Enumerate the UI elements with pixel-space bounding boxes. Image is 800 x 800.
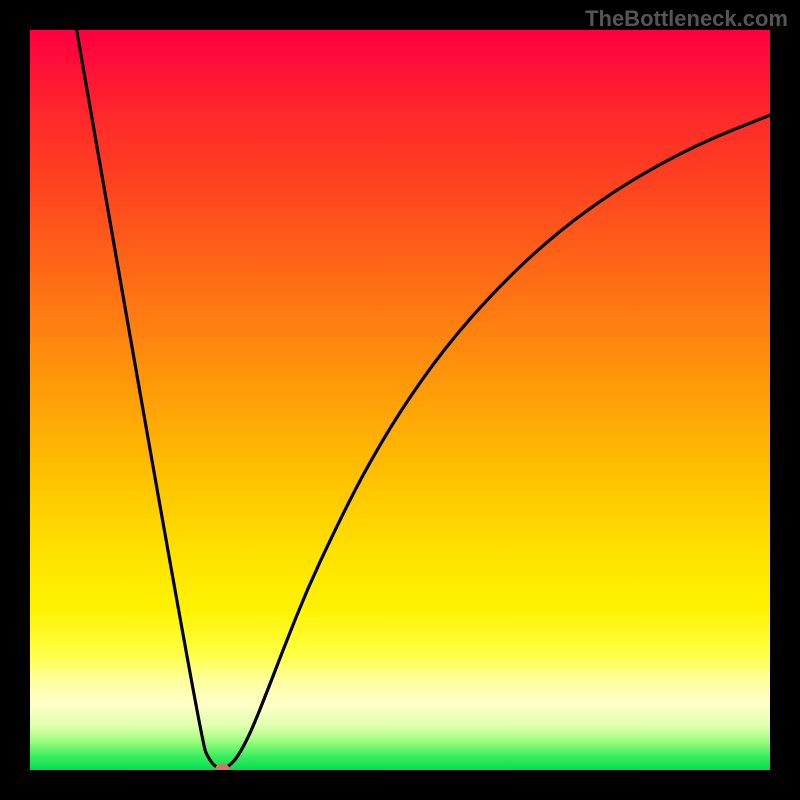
- plot-area: [30, 30, 770, 770]
- chart-container: TheBottleneck.com: [0, 0, 800, 800]
- bottleneck-curve: [30, 30, 770, 770]
- minimum-marker: [215, 764, 229, 770]
- curve-right-segment: [222, 115, 770, 770]
- curve-left-segment: [77, 30, 223, 770]
- watermark-text: TheBottleneck.com: [585, 6, 788, 32]
